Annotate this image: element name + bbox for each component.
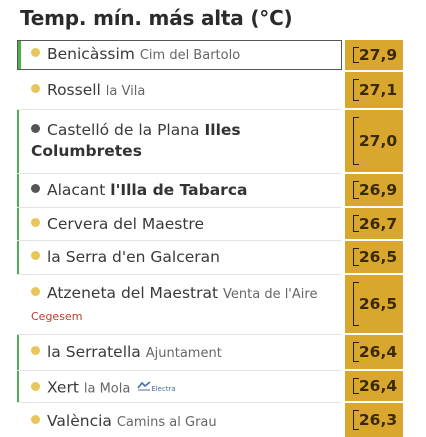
station-name[interactable]: la Serra d'en Galceran xyxy=(47,248,220,266)
list-item[interactable]: Cervera del Maestre 26,7 xyxy=(17,208,403,241)
value-text: 26,9 xyxy=(358,181,398,199)
value-bar: 26,3 xyxy=(345,403,403,437)
value-text: 27,9 xyxy=(358,46,398,64)
value-bar: 26,7 xyxy=(345,208,403,239)
logo-text: Electra xyxy=(151,385,176,393)
station-name[interactable]: Castelló de la Plana xyxy=(47,121,200,139)
station-name[interactable]: la Serratella xyxy=(47,343,141,361)
accent-bar xyxy=(17,174,19,208)
station-dot-icon xyxy=(31,251,40,260)
bracket-icon xyxy=(353,282,359,326)
bracket-icon xyxy=(353,342,359,362)
value-text: 26,4 xyxy=(358,377,398,395)
station-dot-icon xyxy=(31,48,40,57)
list-item[interactable]: Atzeneta del Maestrat Venta de l'Aire Ce… xyxy=(17,275,403,335)
divider xyxy=(17,402,341,403)
station-sub: Ajuntament xyxy=(145,346,222,361)
value-text: 26,4 xyxy=(358,343,398,361)
value-text: 26,3 xyxy=(358,411,398,429)
station-name[interactable]: Xert xyxy=(47,378,79,397)
list-item[interactable]: Rossell la Vila 27,1 xyxy=(17,72,403,110)
divider xyxy=(17,274,341,275)
selected-row-box xyxy=(17,40,342,70)
list-item[interactable]: Castelló de la Plana Illes Columbretes 2… xyxy=(17,110,403,174)
list-item[interactable]: la Serratella Ajuntament 26,4 xyxy=(17,335,403,371)
station-name[interactable]: Alacant xyxy=(47,181,106,199)
divider xyxy=(17,207,341,208)
station-name[interactable]: Rossell xyxy=(47,81,101,99)
station-dot-icon xyxy=(31,287,40,296)
bracket-icon xyxy=(353,215,359,232)
value-text: 26,7 xyxy=(358,214,398,233)
station-sub: Illes Columbretes xyxy=(31,121,241,160)
accent-bar xyxy=(17,208,19,241)
value-bar: 27,9 xyxy=(345,40,403,70)
station-sub: Camins al Grau xyxy=(116,415,217,430)
list-item[interactable]: Xert la Mola Electra 26,4 xyxy=(17,371,403,403)
bracket-icon xyxy=(353,47,359,63)
page-title: Temp. mín. más alta (°C) xyxy=(20,6,293,30)
accent-bar xyxy=(17,371,19,403)
station-dot-icon xyxy=(31,124,40,133)
value-bar: 27,0 xyxy=(345,110,403,172)
list-item[interactable]: València Camins al Grau 26,3 xyxy=(17,403,403,437)
value-bar: 26,5 xyxy=(345,241,403,273)
station-dot-icon xyxy=(31,346,40,355)
station-sub: Venta de l'Aire xyxy=(223,287,318,302)
bracket-icon xyxy=(353,248,359,266)
station-sub: la Vila xyxy=(105,84,146,99)
divider xyxy=(17,370,341,371)
station-sub: l'Illa de Tabarca xyxy=(110,181,248,199)
bracket-icon xyxy=(353,79,359,101)
value-text: 27,1 xyxy=(358,81,398,99)
electra-logo-mark xyxy=(137,381,151,391)
divider xyxy=(17,109,341,110)
value-bar: 26,5 xyxy=(345,275,403,333)
value-bar: 26,4 xyxy=(345,335,403,369)
bracket-icon xyxy=(353,378,359,394)
station-name[interactable]: València xyxy=(47,412,112,430)
station-sub: la Mola xyxy=(83,381,131,397)
value-bar: 26,9 xyxy=(345,174,403,206)
accent-bar xyxy=(17,335,19,371)
value-text: 27,0 xyxy=(358,132,398,150)
station-dot-icon xyxy=(31,84,40,93)
divider xyxy=(17,240,341,241)
list-item[interactable]: Alacant l'Illa de Tabarca 26,9 xyxy=(17,174,403,208)
ranking-list: Benicàssim Cim del Bartolo 27,9 Rossell … xyxy=(17,40,403,437)
electra-logo-icon[interactable]: Electra xyxy=(137,376,176,400)
station-dot-icon xyxy=(31,218,40,227)
value-text: 26,5 xyxy=(358,248,398,266)
station-dot-icon xyxy=(31,381,40,391)
bracket-icon xyxy=(353,410,359,430)
divider xyxy=(17,334,341,335)
station-name[interactable]: Benicàssim xyxy=(47,45,135,63)
value-bar: 26,4 xyxy=(345,371,403,401)
value-text: 26,5 xyxy=(358,295,398,313)
accent-bar xyxy=(17,241,19,275)
value-bar: 27,1 xyxy=(345,72,403,108)
list-item[interactable]: la Serra d'en Galceran 26,5 xyxy=(17,241,403,275)
bracket-icon xyxy=(353,181,359,199)
divider xyxy=(17,173,341,174)
accent-bar xyxy=(17,110,19,174)
list-item[interactable]: Benicàssim Cim del Bartolo 27,9 xyxy=(17,40,403,70)
bracket-icon xyxy=(353,117,359,165)
station-sub: Cim del Bartolo xyxy=(139,48,241,63)
station-dot-icon xyxy=(31,184,40,193)
station-dot-icon xyxy=(31,415,40,424)
station-name[interactable]: Atzeneta del Maestrat xyxy=(47,284,219,302)
station-name[interactable]: Cervera del Maestre xyxy=(47,215,204,233)
provider-label[interactable]: Cegesem xyxy=(31,310,83,323)
